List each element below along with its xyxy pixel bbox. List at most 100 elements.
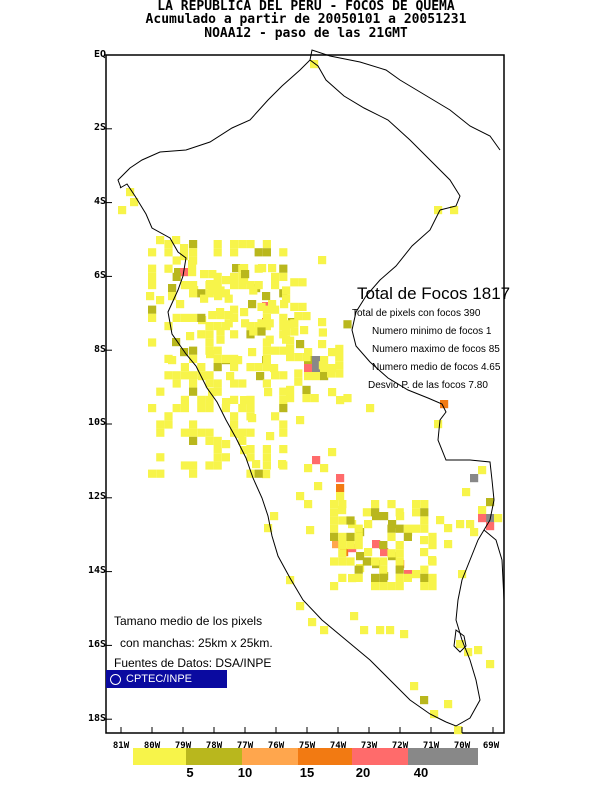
fire-pixel [221,354,230,363]
note-data-source: Fuentes de Datos: DSA/INPE [114,656,272,670]
fire-pixel [205,338,214,347]
fire-pixel [189,420,198,429]
fire-pixel [330,524,339,533]
fire-pixel [156,296,165,305]
fire-pixel [216,311,225,320]
fire-pixel [238,240,247,249]
fire-pixel [213,379,222,388]
fire-pixel [189,346,198,355]
fire-pixel [230,330,239,339]
fire-pixel [197,404,206,413]
fire-pixel [270,512,279,521]
fire-pixel [249,327,258,336]
fire-pixel [328,388,337,397]
fire-pixel [189,387,198,396]
fire-pixel [279,313,288,322]
fire-pixel [216,327,225,336]
fire-pixel [302,353,311,362]
fire-pixel [335,344,344,353]
fire-pixel [254,469,263,478]
fire-pixel [318,256,327,265]
fire-pixel [335,361,344,370]
fire-pixel [279,395,288,404]
fire-pixel [478,506,487,515]
fire-pixel [403,532,412,541]
fire-pixel [226,372,235,381]
peru-coastline [119,183,447,723]
fire-pixel [320,464,329,473]
fire-pixel [420,516,429,525]
fire-pixel [282,294,291,303]
fire-pixel [230,363,239,372]
fire-pixel [379,565,388,574]
fire-pixel [380,548,389,557]
fire-pixel [458,570,467,579]
fire-pixel [197,330,206,339]
fire-pixel [249,286,258,295]
lat-label-8s: 8S [93,344,106,355]
fire-pixel [395,524,404,533]
fire-pixel [266,432,275,441]
fire-pixel [238,264,247,273]
fire-pixel [279,248,288,257]
fire-pixel [186,332,195,341]
fire-pixel [410,682,419,691]
fire-pixel [395,549,404,558]
fire-pixel [364,520,373,529]
fire-pixel [189,428,198,437]
fire-pixel [312,356,321,365]
fire-pixel [189,461,198,470]
fire-pixel [216,335,225,344]
brazil-colombia-border [351,209,495,541]
fire-pixel [403,524,412,533]
fire-pixel [230,248,239,257]
fire-pixel [271,305,280,314]
fire-pixel [279,445,288,454]
lon-label-75w: 75W [298,741,316,751]
fire-pixel [387,500,396,509]
fire-pixel [180,428,189,437]
colorbar-segment [408,748,478,765]
fire-pixel [254,264,263,273]
bolivia-border-2 [483,529,505,601]
fire-pixel [371,557,380,566]
fire-pixel [208,286,217,295]
brazil-colombia-border-2 [309,49,501,151]
fire-pixel [314,482,323,491]
fire-pixel [296,340,305,349]
fire-pixel [420,565,429,574]
fire-pixel [320,356,329,365]
fire-pixel [257,327,266,336]
fire-pixel [265,335,274,344]
fire-pixel [346,516,355,525]
lon-label-81w: 81W [112,741,130,751]
fire-pixel [371,500,380,509]
fire-pixel [197,395,206,404]
fire-pixel [350,612,359,621]
fire-pixel [286,576,295,585]
logo-text: CPTEC/INPE [126,673,193,685]
fire-pixel [246,281,255,290]
fire-pixel [428,573,437,582]
fire-pixel [189,436,198,445]
fire-pixel [428,532,437,541]
fire-pixel [176,300,185,309]
fire-pixel [148,338,157,347]
fire-pixel [362,557,371,566]
fire-pixel [262,313,271,322]
fire-pixel [327,369,336,378]
fire-pixel [420,548,429,557]
cptec-inpe-logo: CPTEC/INPE [106,670,227,688]
fire-pixel [205,428,214,437]
fire-pixel [302,312,311,321]
fire-pixel [298,302,307,311]
fire-pixel [330,500,339,509]
fire-pixel [379,582,388,591]
fire-pixel [300,326,309,335]
fire-pixel [262,445,271,454]
fire-pixel [312,456,321,465]
fire-pixel [238,404,247,413]
fire-pixel [366,404,375,413]
fire-pixel [338,500,347,509]
